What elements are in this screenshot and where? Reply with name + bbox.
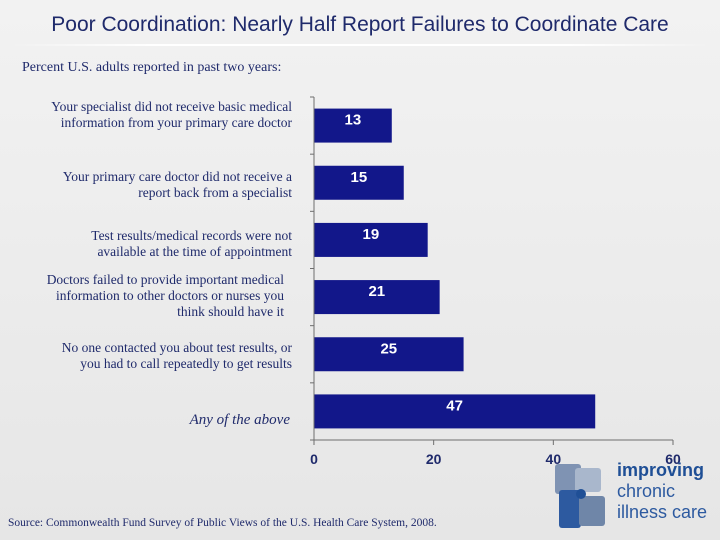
- bar-value-label-6: 47: [446, 397, 463, 414]
- category-label-2: Your primary care doctor did not receive…: [62, 169, 292, 200]
- bar-4: [314, 280, 440, 315]
- bar-3: [314, 222, 428, 257]
- x-tick-label-2: 20: [426, 451, 442, 467]
- category-label-3: Test results/medical records were not av…: [91, 228, 292, 259]
- category-label-5: No one contacted you about test results,…: [61, 340, 292, 371]
- bar-5: [314, 337, 464, 372]
- chart-title: Poor Coordination: Nearly Half Report Fa…: [51, 13, 669, 36]
- x-tick-label-4: 60: [665, 451, 681, 467]
- bar-6: [314, 394, 596, 429]
- bar-value-label-1: 13: [345, 112, 362, 129]
- bar-value-label-2: 15: [351, 169, 368, 186]
- category-label-4: Doctors failed to provide important medi…: [46, 272, 284, 319]
- title-divider: [10, 44, 710, 46]
- logo-text-line-2: chronic: [617, 481, 676, 501]
- chart-subtitle: Percent U.S. adults reported in past two…: [22, 60, 282, 75]
- bar-value-label-4: 21: [368, 283, 385, 300]
- category-label-1: Your specialist did not receive basic me…: [51, 99, 292, 130]
- x-tick-label-3: 40: [546, 451, 562, 467]
- bar-1: [314, 108, 392, 143]
- logo-text-line-1: improving: [617, 460, 705, 480]
- logo-puzzle-icon: [555, 464, 605, 528]
- source-note: Source: Commonwealth Fund Survey of Publ…: [8, 517, 437, 529]
- bar-value-label-5: 25: [380, 340, 397, 357]
- improving-chronic-illness-care-logo: improving chronic illness care: [553, 458, 713, 534]
- bar-2: [314, 165, 404, 200]
- category-label-6: Any of the above: [189, 412, 290, 428]
- bar-value-label-3: 19: [362, 226, 379, 243]
- x-tick-label-1: 0: [310, 451, 318, 467]
- logo-text-line-3: illness care: [617, 502, 708, 522]
